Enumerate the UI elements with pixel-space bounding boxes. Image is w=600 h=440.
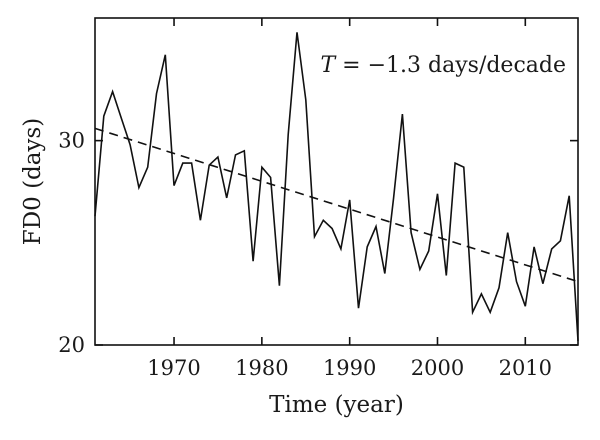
x-tick-label-1990: 1990 (323, 356, 376, 380)
trend-annotation-text: = −1.3 days/decade (335, 53, 566, 78)
tick-labels: 1970 1980 1990 2000 2010 20 30 (58, 129, 552, 380)
x-tick-label-2000: 2000 (411, 356, 464, 380)
x-tick-label-2010: 2010 (499, 356, 552, 380)
trend-line (94, 127, 579, 283)
y-tick-label-20: 20 (58, 333, 85, 357)
trend-annotation: T = −1.3 days/decade (321, 53, 567, 78)
trend-annotation-symbol: T (321, 53, 338, 78)
x-axis-label: Time (year) (269, 392, 404, 418)
x-tick-label-1970: 1970 (147, 356, 200, 380)
y-tick-label-30: 30 (58, 129, 85, 153)
plot-frame (94, 17, 579, 346)
y-axis-label: FD0 (days) (20, 118, 46, 246)
series-line-fd0 (94, 32, 579, 341)
x-tick-label-1980: 1980 (235, 356, 288, 380)
